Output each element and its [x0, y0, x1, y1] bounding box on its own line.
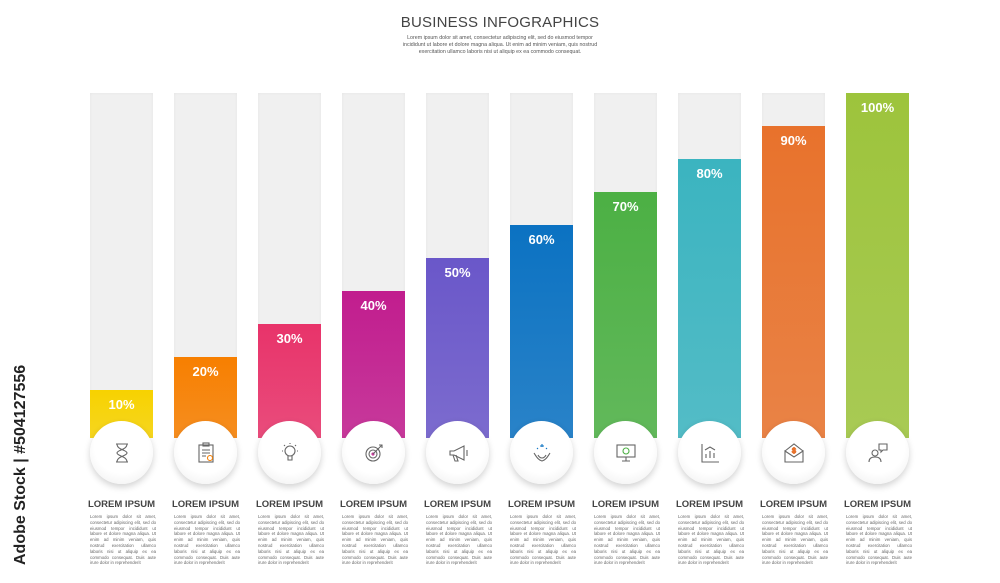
bar-chart-icon: [700, 443, 719, 463]
target-icon: [364, 443, 383, 462]
svg-text:$: $: [792, 448, 796, 455]
category-label: LOREM IPSUM: [507, 499, 576, 510]
megaphone-icon: [448, 444, 468, 462]
envelope-dollar-icon: $: [783, 442, 804, 463]
bar: [846, 93, 909, 438]
icon-circle: [342, 421, 405, 484]
bar-track: [174, 93, 237, 438]
category-description: Lorem ipsum dolor sit amet, consectetur …: [678, 514, 744, 566]
data-label: 70%: [612, 199, 639, 214]
category-label: LOREM IPSUM: [87, 499, 156, 510]
icon-circle: [510, 421, 573, 484]
hourglass-icon: [115, 442, 128, 463]
bar-track: [342, 93, 405, 438]
category-description: Lorem ipsum dolor sit amet, consectetur …: [762, 514, 828, 566]
data-label: 40%: [360, 298, 387, 313]
category-description: Lorem ipsum dolor sit amet, consectetur …: [426, 514, 492, 566]
data-label: 80%: [696, 166, 723, 181]
bar: [762, 126, 825, 438]
category-description: Lorem ipsum dolor sit amet, consectetur …: [174, 514, 240, 566]
category-label: LOREM IPSUM: [171, 499, 240, 510]
hands-icon: [533, 443, 550, 462]
category-label: LOREM IPSUM: [759, 499, 828, 510]
bar-track: [426, 93, 489, 438]
category-description: Lorem ipsum dolor sit amet, consectetur …: [594, 514, 660, 566]
icon-circle: [90, 421, 153, 484]
icon-circle: [426, 421, 489, 484]
bar-track: [594, 93, 657, 438]
category-label: LOREM IPSUM: [255, 499, 324, 510]
category-description: Lorem ipsum dolor sit amet, consectetur …: [90, 514, 156, 566]
category-description: Lorem ipsum dolor sit amet, consectetur …: [846, 514, 912, 566]
clipboard-icon: [197, 441, 214, 463]
bar-track: [678, 93, 741, 438]
icon-circle: [258, 421, 321, 484]
category-description: Lorem ipsum dolor sit amet, consectetur …: [342, 514, 408, 566]
icon-circle: [846, 421, 909, 484]
icon-circle: [594, 421, 657, 484]
bar: [510, 225, 573, 438]
bar: [678, 159, 741, 438]
bar: [426, 258, 489, 438]
category-label: LOREM IPSUM: [843, 499, 912, 510]
bar: [342, 291, 405, 438]
page-title: BUSINESS INFOGRAPHICS: [400, 14, 600, 31]
data-label: 90%: [780, 133, 807, 148]
category-label: LOREM IPSUM: [675, 499, 744, 510]
category-label: LOREM IPSUM: [423, 499, 492, 510]
icon-circle: $: [762, 421, 825, 484]
bar-track: [762, 93, 825, 438]
data-label: 10%: [108, 397, 135, 412]
page-subtitle: Lorem ipsum dolor sit amet, consectetur …: [402, 35, 598, 55]
bar: [594, 192, 657, 438]
chat-people-icon: [867, 442, 888, 462]
bar-track: [258, 93, 321, 438]
data-label: 50%: [444, 265, 471, 280]
bar-track: [846, 93, 909, 438]
bar: [258, 324, 321, 438]
bar-track: [90, 93, 153, 438]
icon-circle: [678, 421, 741, 484]
lightbulb-icon: [281, 442, 298, 461]
category-label: LOREM IPSUM: [339, 499, 408, 510]
data-label: 20%: [192, 364, 219, 379]
monitor-dollar-icon: [615, 443, 636, 462]
icon-circle: [174, 421, 237, 484]
category-description: Lorem ipsum dolor sit amet, consectetur …: [258, 514, 324, 566]
category-description: Lorem ipsum dolor sit amet, consectetur …: [510, 514, 576, 566]
data-label: 100%: [860, 100, 895, 115]
watermark: Adobe Stock | #504127556: [12, 364, 29, 565]
data-label: 30%: [276, 331, 303, 346]
data-label: 60%: [528, 232, 555, 247]
bar-track: [510, 93, 573, 438]
category-label: LOREM IPSUM: [591, 499, 660, 510]
